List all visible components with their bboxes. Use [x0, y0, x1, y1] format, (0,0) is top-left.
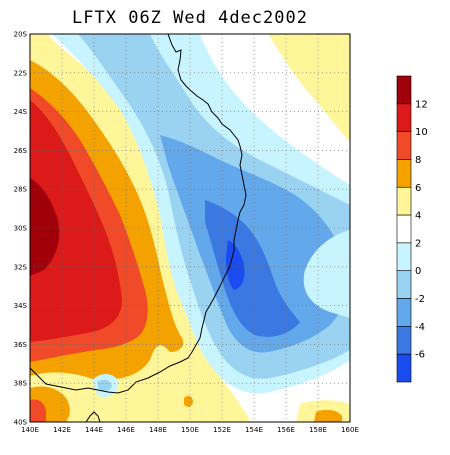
- colorbar-label: 0: [415, 266, 421, 277]
- lon-tick-label: 154E: [245, 426, 263, 434]
- coastline: [30, 34, 247, 394]
- lon-tick-label: 146E: [117, 426, 135, 434]
- colorbar-label: -4: [415, 322, 425, 333]
- lon-tick-label: 140E: [21, 426, 39, 434]
- colorbar-label: 12: [415, 99, 428, 110]
- lon-tick-label: 150E: [181, 426, 199, 434]
- colorbar-label: 6: [415, 183, 421, 194]
- lat-tick-label: 32S: [14, 263, 28, 271]
- plot-frame: [29, 33, 351, 423]
- contour-midblue-central: [205, 200, 300, 337]
- lon-tick-label: 142E: [53, 426, 71, 434]
- contour-dark-red-west: [30, 178, 60, 276]
- contour-cyan-east: [303, 230, 350, 318]
- contour-yellow-northeast: [268, 34, 350, 142]
- lat-tick-label: 28S: [14, 186, 28, 194]
- colorbar-label: 10: [415, 127, 428, 138]
- contour-orange-southeast: [314, 409, 342, 422]
- lat-tick-label: 24S: [14, 108, 28, 116]
- lat-tick-label: 40S: [14, 419, 28, 427]
- shaded-field: [30, 34, 350, 422]
- contour-deepblue-east: [262, 317, 278, 333]
- colorbar-swatch: [396, 159, 412, 188]
- lon-tick-label: 158E: [309, 426, 327, 434]
- colorbar-swatch: [396, 326, 412, 355]
- lon-tick-label: 144E: [85, 426, 103, 434]
- contour-blue-south: [98, 379, 112, 391]
- colorbar-label: -6: [415, 350, 425, 361]
- colorbar-swatch: [396, 298, 412, 327]
- colorbar-swatch: [396, 353, 412, 383]
- lat-tick-label: 26S: [14, 147, 28, 155]
- latitude-tick-labels: 20S 22S 24S 26S 28S 30S 32S 34S 36S 38S 40S: [14, 31, 28, 427]
- lat-tick-label: 34S: [14, 302, 28, 310]
- contour-red-southwest: [30, 399, 46, 422]
- lat-tick-label: 20S: [14, 31, 28, 39]
- colorbar-swatch: [396, 75, 412, 105]
- colorbar-swatch: [396, 214, 412, 244]
- tasmania-coast: [85, 411, 101, 422]
- colorbar-label: 2: [415, 238, 421, 249]
- colorbar-swatch: [396, 270, 412, 299]
- lon-tick-label: 148E: [149, 426, 167, 434]
- lon-tick-label: 160E: [341, 426, 359, 434]
- contour-orange-south: [184, 395, 193, 407]
- map-title: LFTX 06Z Wed 4dec2002: [72, 8, 308, 28]
- colorbar-label: 4: [415, 211, 421, 222]
- colorbar-swatch: [396, 186, 412, 216]
- colorbar-label: 8: [415, 155, 421, 166]
- colorbar: 12 10 8 6 4 2 0 -2 -4 -6: [396, 75, 428, 383]
- colorbar-swatch: [396, 103, 412, 132]
- colorbar-label: -2: [415, 294, 425, 305]
- lon-tick-label: 156E: [277, 426, 295, 434]
- lat-tick-label: 30S: [14, 225, 28, 233]
- colorbar-swatch: [396, 131, 412, 160]
- lat-tick-label: 36S: [14, 341, 28, 349]
- lon-tick-label: 152E: [213, 426, 231, 434]
- contour-red-west: [30, 100, 122, 342]
- contour-deepblue-central: [226, 240, 245, 290]
- map-grid: [30, 34, 350, 422]
- lat-tick-label: 22S: [14, 69, 28, 77]
- colorbar-swatch: [396, 242, 412, 272]
- lat-tick-label: 38S: [14, 380, 28, 388]
- longitude-tick-labels: 140E 142E 144E 146E 148E 150E 152E 154E 156E 158E…: [21, 426, 359, 434]
